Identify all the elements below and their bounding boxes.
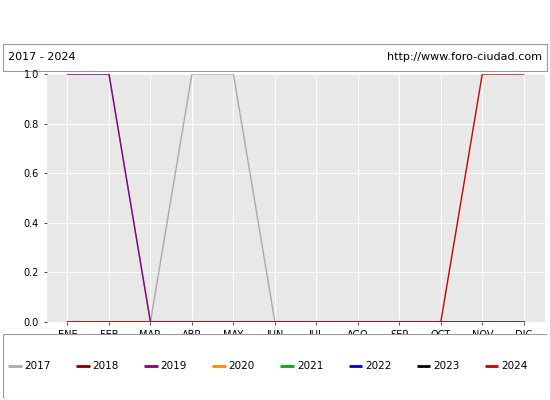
- Text: 2017: 2017: [25, 361, 51, 371]
- Text: 2024: 2024: [501, 361, 527, 371]
- Text: 2022: 2022: [365, 361, 391, 371]
- Text: 2019: 2019: [161, 361, 187, 371]
- Text: 2023: 2023: [433, 361, 459, 371]
- Text: Evolucion del paro registrado en Establés: Evolucion del paro registrado en Establé…: [116, 14, 434, 30]
- Text: http://www.foro-ciudad.com: http://www.foro-ciudad.com: [387, 52, 542, 62]
- Text: 2021: 2021: [297, 361, 323, 371]
- FancyBboxPatch shape: [3, 44, 547, 70]
- Text: 2017 - 2024: 2017 - 2024: [8, 52, 76, 62]
- FancyBboxPatch shape: [3, 334, 547, 398]
- Text: 2020: 2020: [229, 361, 255, 371]
- Text: 2018: 2018: [92, 361, 119, 371]
